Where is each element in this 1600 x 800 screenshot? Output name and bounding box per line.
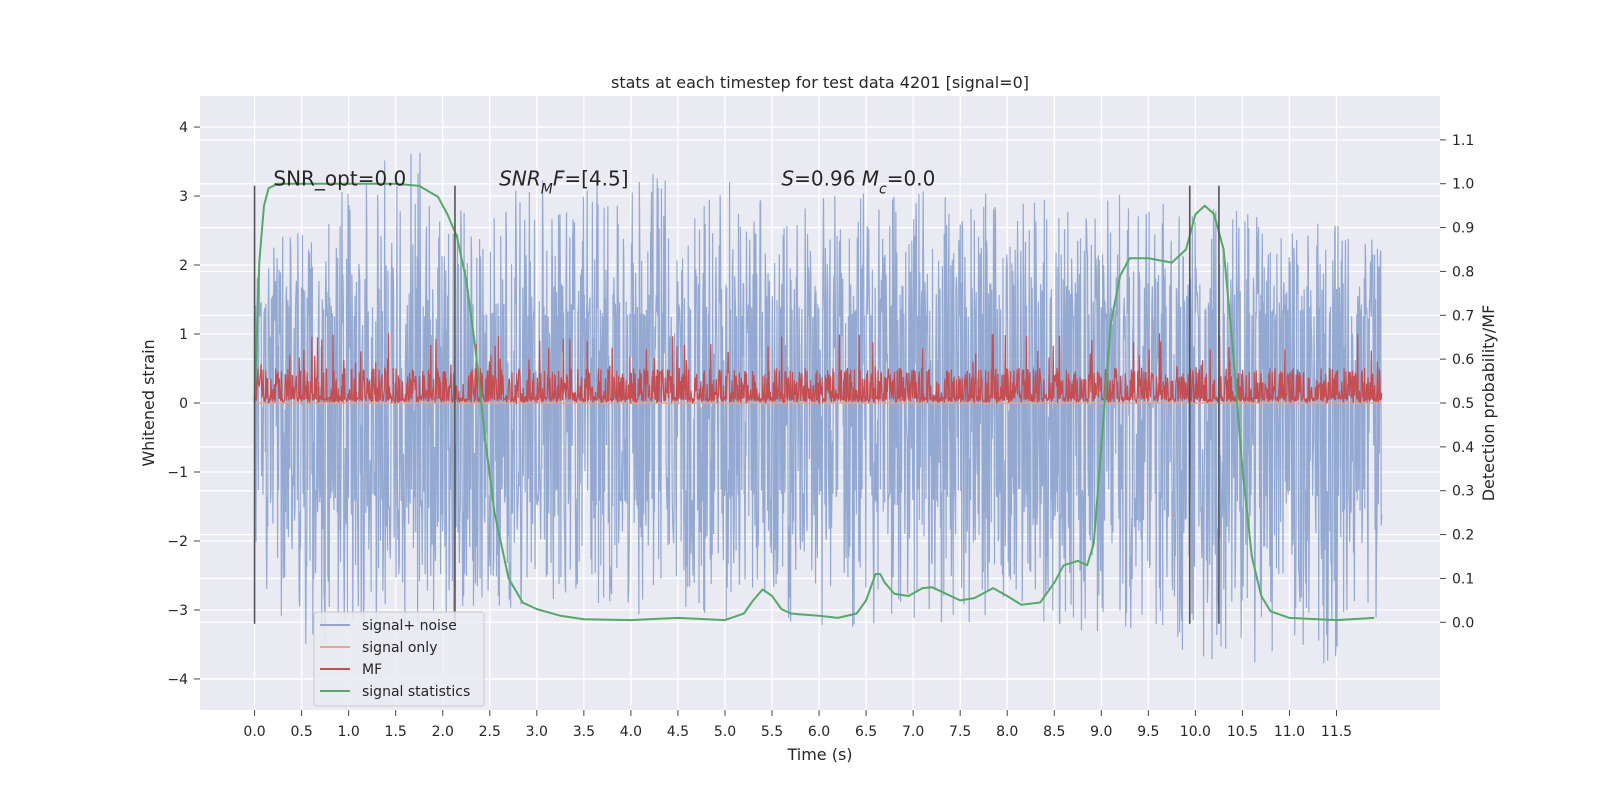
annotations: SNR_opt=0.0 SNRMF=[4.5] S=0.96 Mc=0.0 — [273, 167, 935, 198]
x-tick-label: 11.5 — [1321, 724, 1352, 740]
x-tick-label: 4.5 — [667, 724, 689, 740]
annotation-part: =[4.5] — [564, 167, 628, 191]
series-layer — [253, 152, 1383, 664]
legend-box — [313, 611, 485, 707]
annotation-part: F — [553, 167, 565, 191]
x-tick-label: 0.5 — [290, 724, 312, 740]
annotation-part: c — [879, 182, 887, 198]
legend: signal+ noise signal only MF signal statist… — [313, 611, 485, 707]
x-tick-label: 6.0 — [808, 724, 830, 740]
y-left-tick-label: 0 — [179, 396, 188, 412]
y-left-tick-label: −1 — [167, 465, 188, 481]
vertical-markers — [253, 185, 1220, 624]
annotation-part: =0.96 — [794, 167, 862, 191]
x-tick-label: 10.0 — [1180, 724, 1211, 740]
annotation-part: M — [541, 182, 553, 198]
legend-label: signal statistics — [362, 684, 470, 700]
axes: 0.0 0.5 1.0 1.5 2.0 2.5 3.0 3.5 4.0 4.5 5.0 5.5 6.0 6… — [167, 120, 1474, 740]
x-tick-label: 6.5 — [855, 724, 877, 740]
x-tick-label: 8.0 — [996, 724, 1018, 740]
x-tick-label: 9.5 — [1137, 724, 1159, 740]
y-left-tick-label: −4 — [167, 672, 188, 688]
x-tick-label: 1.5 — [385, 724, 407, 740]
y-left-tick-label: 3 — [179, 189, 188, 205]
y-left-tick-label: 2 — [179, 258, 188, 274]
annotation-part: SNR — [499, 167, 541, 191]
y-left-tick-label: 4 — [179, 120, 188, 136]
x-tick-label: 11.0 — [1274, 724, 1305, 740]
legend-label: MF — [362, 662, 382, 678]
x-tick-label: 3.0 — [526, 724, 548, 740]
x-tick-label: 9.0 — [1090, 724, 1112, 740]
y-axis-label-left: Whitened strain — [139, 339, 158, 466]
y-axis-label-right: Detection probability/MF — [1479, 305, 1498, 502]
x-tick-label: 2.5 — [479, 724, 501, 740]
y-left-tick-label: −2 — [167, 534, 188, 550]
annotation-part: =0.0 — [887, 167, 936, 191]
chart-title: stats at each timestep for test data 420… — [611, 73, 1029, 92]
y-right-tick-label: 0.0 — [1452, 615, 1474, 631]
y-right-tick-label: 0.8 — [1452, 264, 1474, 280]
y-right-tick-label: 0.2 — [1452, 528, 1474, 544]
x-tick-label: 7.5 — [949, 724, 971, 740]
y-left-tick-label: −3 — [167, 603, 188, 619]
x-tick-label: 1.0 — [338, 724, 360, 740]
series-signal-statistics — [253, 182, 1375, 622]
y-right-tick-label: 0.7 — [1452, 308, 1474, 324]
y-right-tick-label: 1.0 — [1452, 177, 1474, 193]
annotation-text: SNR_opt=0.0 — [273, 167, 406, 191]
y-right-tick-label: 1.1 — [1452, 133, 1474, 149]
y-right-tick-label: 0.9 — [1452, 221, 1474, 237]
x-tick-label: 5.0 — [714, 724, 736, 740]
annotation-part: M — [862, 167, 879, 191]
y-right-tick-label: 0.5 — [1452, 396, 1474, 412]
x-tick-label: 10.5 — [1227, 724, 1258, 740]
annotation-part: S — [781, 167, 794, 191]
y-right-tick-label: 0.6 — [1452, 352, 1474, 368]
series-mf — [253, 332, 1383, 405]
x-tick-label: 7.0 — [902, 724, 924, 740]
y-right-tick-label: 0.1 — [1452, 571, 1474, 587]
x-tick-label: 2.0 — [432, 724, 454, 740]
annotation-text: SNRMF=[4.5] — [499, 167, 628, 198]
y-right-tick-label: 0.3 — [1452, 484, 1474, 500]
x-tick-label: 3.5 — [573, 724, 595, 740]
y-left-tick-label: 1 — [179, 327, 188, 343]
x-tick-label: 5.5 — [761, 724, 783, 740]
x-tick-label: 0.0 — [243, 724, 265, 740]
annotation-part: SNR_opt=0.0 — [273, 167, 406, 191]
x-axis-label: Time (s) — [786, 745, 852, 764]
x-tick-label: 8.5 — [1043, 724, 1065, 740]
y-right-tick-label: 0.4 — [1452, 440, 1474, 456]
legend-label: signal+ noise — [362, 618, 457, 634]
x-tick-label: 4.0 — [620, 724, 642, 740]
legend-label: signal only — [362, 640, 437, 656]
annotation-text: S=0.96 Mc=0.0 — [781, 167, 935, 198]
